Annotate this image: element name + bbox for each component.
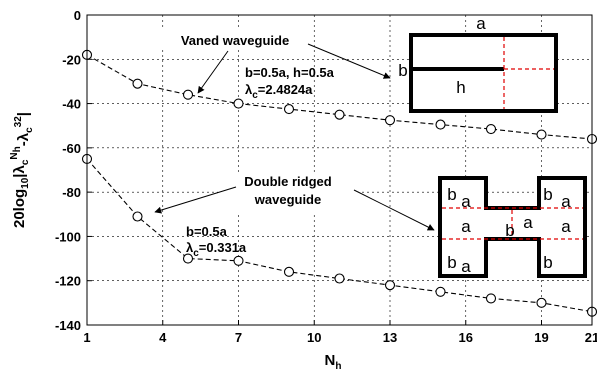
vaned-title: Vaned waveguide (181, 33, 289, 48)
series-points (81, 49, 597, 317)
x-tick-label: 10 (307, 330, 321, 345)
x-tick-label: 16 (459, 330, 473, 345)
tick-labels: 1 4 7 10 13 16 19 21 0 -20 -40 -60 -80 -100 -120 -140 (55, 8, 597, 345)
series-1-point (536, 129, 547, 140)
series-2-point (435, 286, 446, 297)
series-1-point (233, 98, 244, 109)
plot-frame (86, 14, 593, 326)
vaned-arrow-curve (197, 50, 229, 94)
series-1-point (334, 109, 345, 120)
y-tick-label: -120 (55, 274, 81, 289)
series-2-point (182, 253, 194, 264)
y-tick-label: -80 (62, 185, 81, 200)
ridged-title-line1: Double ridged (244, 174, 331, 189)
x-axis-label: Nh (325, 352, 342, 372)
series-2-point (334, 273, 345, 284)
ridged-inset-a-top-left: a (461, 192, 471, 211)
series-1-point (435, 119, 446, 130)
y-tick-label: -100 (55, 229, 81, 244)
ridged-inset-diagram: b a b a a b a a b a b (438, 176, 587, 278)
x-tick-label: 7 (235, 330, 242, 345)
ridged-params-line1: b=0.5a (186, 224, 228, 239)
ridged-inset-b-top-right: b (543, 185, 552, 204)
ridged-inset-a-center: a (523, 213, 533, 232)
ridged-inset-a-bottom-left: a (461, 257, 471, 276)
series-1-line (86, 54, 593, 140)
vaned-inset-a: a (476, 14, 486, 33)
vaned-annotation: Vaned waveguide b=0.5a, h=0.5a λc=2.4824… (158, 30, 391, 101)
vaned-arrow-inset (307, 43, 391, 79)
series-2-point (283, 266, 295, 277)
ridged-inset-a-top-right: a (561, 192, 571, 211)
ridged-title-line2: waveguide (254, 192, 321, 207)
vaned-inset-diagram: a b h (398, 14, 558, 113)
series-2-point (536, 297, 547, 308)
series-1-point (132, 78, 143, 89)
ridged-inset-b-bottom-right: b (543, 253, 552, 272)
vaned-inset-h: h (456, 78, 465, 97)
y-tick-label: -140 (55, 318, 81, 333)
x-tick-label: 21 (585, 330, 597, 345)
ridged-inset-b-center: b (505, 221, 514, 240)
ridged-inset-a-mid-left: a (461, 217, 471, 236)
ticks (86, 14, 593, 326)
x-tick-label: 19 (534, 330, 548, 345)
series-1-point (384, 115, 396, 126)
y-tick-label: -40 (62, 97, 81, 112)
vaned-params-line1: b=0.5a, h=0.5a (245, 65, 335, 80)
x-tick-label: 13 (383, 330, 397, 345)
series-1-point (283, 104, 295, 115)
ridged-arrow-curve (154, 186, 237, 214)
series-1-point (485, 123, 497, 135)
series-2-point (233, 255, 244, 266)
y-tick-label: 0 (74, 8, 81, 23)
y-tick-label: -20 (62, 52, 81, 67)
ridged-inset-a-mid-right: a (561, 217, 571, 236)
y-tick-label: -60 (62, 141, 81, 156)
series-2-line (86, 158, 593, 313)
y-axis-label: 20log10|λcNh-λc32| (9, 112, 35, 228)
ridged-inset-b-bottom-left: b (447, 253, 456, 272)
ridged-inset-b-top-left: b (447, 185, 456, 204)
ridged-arrow-inset (353, 189, 435, 231)
ridged-annotation: Double ridged waveguide b=0.5a λc=0.331a (154, 172, 435, 259)
vaned-inset-b: b (398, 61, 407, 80)
x-tick-label: 4 (159, 330, 167, 345)
x-tick-label: 1 (83, 330, 90, 345)
series-1-point (182, 89, 194, 100)
vaned-params-line2: λc=2.4824a (245, 82, 313, 101)
series-2-point (384, 280, 396, 291)
series-2-point (132, 211, 143, 222)
series-lines (86, 54, 593, 313)
ridged-params-line2: λc=0.331a (186, 240, 247, 259)
series-2-point (485, 293, 497, 304)
